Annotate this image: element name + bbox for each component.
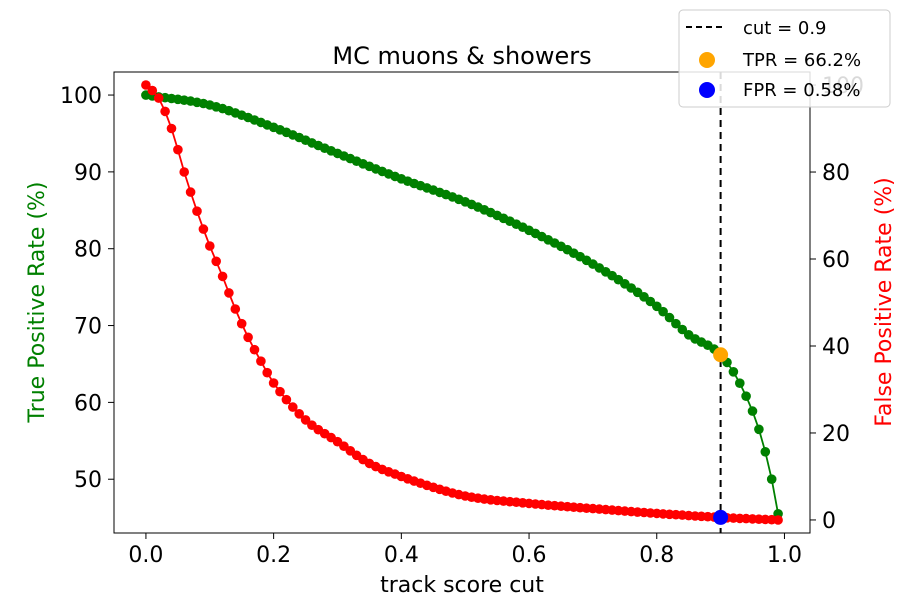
tpr-cut-marker [713,347,729,363]
y-right-tick-label: 20 [822,422,850,447]
fpr-series-point [300,415,311,425]
fpr-series-point [160,106,170,117]
y-axis-right: 020406080100 [810,74,864,534]
fpr-series-point [288,402,298,412]
plot-frame [113,71,811,534]
tpr-series-point [747,406,758,416]
y-left-tick-label: 60 [74,391,102,416]
x-tick-label: 0.6 [512,543,547,568]
tpr-series-point [728,367,739,377]
fpr-series-point [205,241,215,251]
legend-orange-dot-swatch [699,52,715,68]
legend-label-fpr: FPR = 0.58% [743,80,860,101]
fpr-series-point [773,515,783,525]
fpr-series-point [166,123,177,134]
legend-frame [678,9,891,108]
y-right-tick-label: 60 [822,248,850,273]
y-left-tick-label: 70 [74,315,102,340]
y-left-tick-label: 90 [74,161,102,186]
fpr-series-point [185,187,196,197]
tpr-series-point [735,378,745,389]
x-tick-label: 1.0 [767,543,802,568]
chart-title: MC muons & showers [332,42,591,70]
tpr-series-point [652,301,662,312]
tpr-series-point [671,318,681,329]
legend-blue-dot-swatch [699,82,715,98]
fpr-series-point [230,304,241,314]
fpr-series-point [256,356,266,367]
x-tick-label: 0.4 [384,543,419,568]
tpr-series-point [760,447,771,457]
legend: cut = 0.9 TPR = 66.2% FPR = 0.58% [678,9,891,108]
y-left-tick-label: 80 [74,238,102,263]
tpr-series-point [741,391,751,402]
plot-area-background [114,72,810,533]
fpr-series-point [281,394,292,405]
tpr-series-point [754,424,764,435]
y-right-tick-label: 80 [822,161,850,186]
fpr-series-point [141,80,151,90]
y-right-tick-label: 40 [822,335,850,360]
fpr-series-point [173,144,183,155]
fpr-series-point [243,332,253,343]
fpr-series-point [192,206,202,216]
fpr-series-point [275,386,285,397]
fpr-series-point [262,367,273,378]
legend-label-tpr: TPR = 66.2% [742,50,861,71]
fpr-cut-marker [713,509,729,525]
y-left-tick-label: 50 [74,468,102,493]
fpr-series-point [153,93,164,103]
y-axis-left: 50 60 70 80 90 100 [60,84,114,493]
fpr-series-point [147,85,158,96]
series-layer [141,80,783,525]
y-axis-right-label: False Positive Rate (%) [872,177,897,427]
x-tick-label: 0.0 [128,543,163,568]
fpr-series-point [294,409,305,419]
tpr-series-point [664,312,675,323]
tpr-series-point [658,306,668,317]
fpr-series-point [198,224,209,234]
x-axis-label: track score cut [380,573,544,598]
fpr-series-point [179,167,189,177]
x-axis: 0.0 0.2 0.4 0.6 0.8 1.0 [128,533,802,568]
cut-layer [713,72,729,533]
y-right-tick-label: 0 [822,509,836,534]
tpr-series-point [766,474,777,485]
fpr-series-point [217,271,228,282]
y-axis-left-label: True Positive Rate (%) [25,181,50,423]
fpr-series-point [211,256,221,267]
y-left-tick-label: 100 [60,84,102,109]
legend-label-cut: cut = 0.9 [743,18,827,39]
x-tick-label: 0.8 [639,543,674,568]
fpr-series-point [268,378,279,388]
fpr-series-point [249,344,260,355]
fpr-series-point [236,318,247,329]
tpr-series-point [677,324,688,335]
fpr-series-point [224,288,234,298]
x-tick-label: 0.2 [256,543,291,568]
